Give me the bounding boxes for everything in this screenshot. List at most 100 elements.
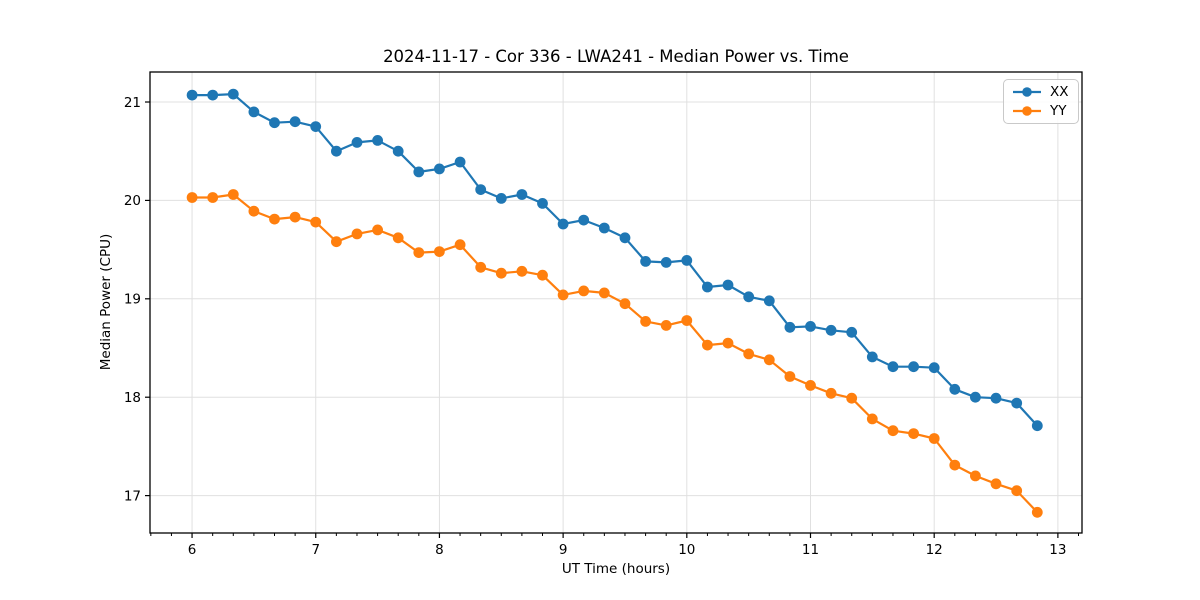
x-tick-label: 11	[802, 542, 819, 558]
data-point-yy	[949, 459, 961, 471]
tick-labels: 6 7 8 9 10 11 12 13 17 18 19 20 21	[124, 95, 1067, 558]
legend-xx-label: XX	[1050, 84, 1069, 100]
data-point-yy	[990, 478, 1002, 490]
data-point-xx	[949, 383, 961, 395]
data-point-yy	[928, 433, 940, 444]
x-axis-label: UT Time (hours)	[562, 561, 670, 577]
data-point-yy	[846, 392, 858, 404]
data-point-xx	[928, 362, 940, 374]
data-point-yy	[351, 228, 363, 240]
data-point-xx	[619, 232, 631, 244]
data-point-yy	[434, 246, 445, 257]
data-point-yy	[805, 380, 816, 391]
data-point-xx	[186, 89, 198, 101]
gridlines	[150, 72, 1082, 533]
x-tick-label: 8	[435, 542, 444, 558]
data-point-yy	[495, 267, 507, 279]
y-axis-label: Median Power (CPU)	[98, 234, 114, 370]
series-line-yy	[192, 193, 1039, 514]
data-point-yy	[248, 205, 260, 217]
data-point-xx	[970, 391, 981, 403]
data-point-yy	[866, 413, 878, 425]
data-point-xx	[722, 279, 734, 291]
data-point-xx	[1011, 397, 1023, 409]
data-point-yy	[578, 285, 590, 297]
data-point-xx	[516, 189, 528, 200]
data-point-xx	[702, 281, 713, 293]
data-point-xx	[392, 145, 404, 157]
axis-ticks	[145, 101, 1079, 538]
x-tick-label: 9	[559, 542, 568, 558]
legend-yy-label: YY	[1050, 103, 1067, 119]
data-point-yy	[537, 269, 548, 281]
data-point-yy	[269, 213, 280, 225]
data-point-xx	[598, 222, 610, 234]
data-point-yy	[454, 239, 466, 251]
y-tick-label: 17	[124, 488, 141, 504]
data-point-yy	[1011, 485, 1023, 497]
data-point-xx	[475, 184, 487, 196]
data-point-yy	[207, 192, 219, 203]
data-point-xx	[578, 214, 590, 226]
legend-yy-line-marker-icon	[1013, 106, 1041, 116]
y-tick-label: 20	[124, 193, 141, 209]
data-point-xx	[537, 198, 548, 209]
data-point-yy	[289, 211, 301, 223]
data-point-xx	[207, 89, 219, 101]
data-point-xx	[763, 295, 775, 307]
data-point-yy	[640, 316, 651, 327]
data-point-xx	[660, 257, 672, 268]
data-point-yy	[825, 387, 837, 399]
data-point-yy	[660, 320, 672, 331]
chart-title: 2024-11-17 - Cor 336 - LWA241 - Median P…	[383, 47, 849, 66]
data-series-layer	[186, 88, 1043, 518]
data-point-yy	[392, 232, 404, 244]
data-point-yy	[227, 189, 239, 200]
data-point-yy	[619, 298, 631, 310]
plot-border	[149, 71, 1083, 534]
data-point-yy	[970, 470, 981, 482]
data-point-xx	[372, 135, 383, 146]
data-point-xx	[331, 145, 342, 157]
data-point-yy	[475, 261, 487, 273]
y-tick-label: 21	[124, 95, 141, 111]
data-point-xx	[805, 321, 816, 332]
data-point-xx	[846, 326, 858, 338]
data-point-xx	[887, 361, 899, 373]
data-point-xx	[990, 392, 1002, 404]
data-point-xx	[743, 291, 755, 303]
data-point-yy	[598, 287, 610, 299]
data-point-xx	[908, 361, 919, 373]
data-point-xx	[227, 88, 239, 100]
x-tick-label: 13	[1049, 542, 1066, 558]
data-point-xx	[495, 193, 507, 204]
data-point-yy	[413, 247, 425, 258]
data-point-yy	[1031, 506, 1043, 518]
data-point-yy	[186, 192, 198, 203]
x-tick-label: 10	[678, 542, 695, 558]
data-point-xx	[681, 255, 693, 266]
data-point-xx	[434, 163, 445, 175]
data-point-xx	[557, 218, 569, 230]
data-point-yy	[743, 348, 755, 360]
data-point-yy	[763, 354, 775, 366]
data-point-xx	[784, 321, 796, 333]
data-point-yy	[722, 337, 734, 349]
data-point-xx	[269, 117, 280, 129]
x-tick-label: 12	[926, 542, 943, 558]
data-point-xx	[413, 166, 425, 178]
data-point-yy	[331, 236, 342, 248]
data-point-xx	[248, 106, 260, 118]
data-point-yy	[887, 425, 899, 437]
series-line-xx	[192, 92, 1039, 427]
legend-xx-line-marker-icon	[1013, 87, 1041, 97]
x-tick-label: 6	[188, 542, 197, 558]
data-point-yy	[702, 339, 713, 351]
data-point-yy	[681, 315, 693, 326]
data-point-xx	[351, 137, 363, 148]
data-point-yy	[784, 371, 796, 382]
data-point-xx	[1031, 420, 1043, 432]
data-point-yy	[372, 224, 383, 236]
